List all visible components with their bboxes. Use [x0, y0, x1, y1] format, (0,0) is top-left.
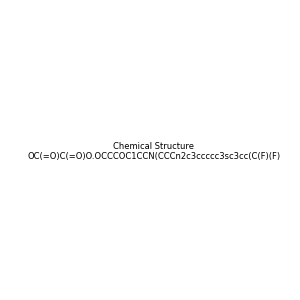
Text: Chemical Structure
OC(=O)C(=O)O.OCCCOC1CCN(CCCn2c3ccccc3sc3cc(C(F)(F): Chemical Structure OC(=O)C(=O)O.OCCCOC1C… — [27, 142, 280, 161]
